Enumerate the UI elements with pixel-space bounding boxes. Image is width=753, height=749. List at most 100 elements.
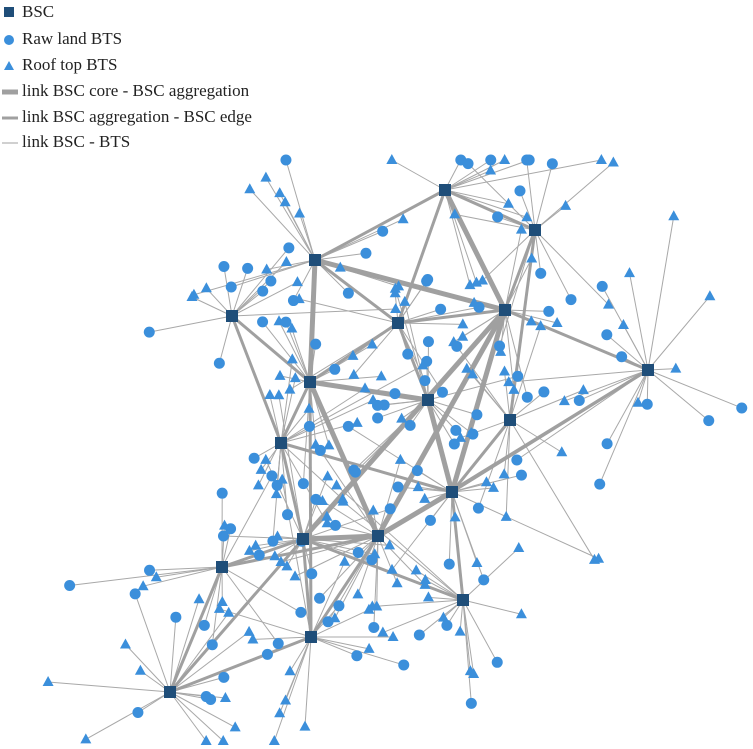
bts-link — [85, 691, 171, 740]
bts-link — [223, 535, 304, 540]
raw-land-bts — [494, 340, 506, 352]
bts-link — [377, 399, 429, 419]
raw-land-bts — [402, 348, 414, 360]
roof-top-bts — [410, 564, 422, 575]
bsc — [504, 414, 516, 426]
roof-top-bts — [515, 223, 527, 234]
bts-link — [281, 479, 312, 638]
bts-link — [462, 599, 522, 615]
roof-top-bts — [42, 675, 54, 686]
raw-land-bts — [451, 340, 463, 352]
raw-land-bts — [521, 154, 533, 166]
raw-land-bts — [573, 394, 585, 406]
roof-top-bts — [535, 320, 547, 331]
bts-link — [606, 369, 649, 445]
bts-link — [149, 566, 223, 571]
core-link — [307, 259, 318, 383]
bts-link — [504, 309, 528, 398]
bts-link — [397, 322, 463, 325]
roof-top-bts — [487, 481, 499, 492]
raw-land-bts — [492, 211, 504, 223]
roof-top-bts — [602, 298, 614, 309]
bts-link — [278, 320, 311, 383]
raw-land-bts — [450, 424, 462, 436]
bts-link — [293, 259, 316, 301]
bts-link — [444, 189, 471, 286]
roof-top-bts — [526, 252, 538, 263]
roof-top-bts — [485, 164, 497, 175]
raw-land-bts — [436, 386, 448, 398]
bts-link — [451, 487, 494, 493]
roof-top-bts — [593, 552, 605, 563]
legend-label: link BSC core - BSC aggregation — [22, 81, 250, 100]
raw-land-bts — [342, 287, 354, 299]
roof-top-bts — [449, 511, 461, 522]
aggregation-link — [309, 535, 380, 638]
raw-land-bts — [314, 444, 326, 456]
roof-top-bts — [508, 383, 520, 394]
roof-top-bts — [243, 625, 255, 636]
roof-top-bts — [271, 530, 283, 541]
raw-land-bts — [441, 619, 453, 631]
roof-top-bts — [359, 382, 371, 393]
bsc — [275, 437, 287, 449]
raw-land-bts — [217, 530, 229, 542]
raw-land-bts — [64, 579, 76, 591]
core-link — [425, 399, 455, 493]
raw-land-bts — [218, 260, 230, 272]
raw-land-bts — [333, 600, 345, 612]
raw-land-bts — [491, 656, 503, 668]
roof-top-bts — [347, 349, 359, 360]
roof-top-bts — [396, 412, 408, 423]
raw-land-bts — [546, 158, 558, 170]
roof-top-bts — [387, 631, 399, 642]
raw-land-bts — [736, 402, 748, 414]
bts-link — [377, 535, 398, 584]
raw-land-bts — [372, 412, 384, 424]
raw-land-bts — [411, 465, 423, 477]
roof-top-bts — [268, 735, 280, 745]
bts-link — [169, 631, 250, 693]
roof-top-bts — [193, 593, 205, 604]
legend-roof-top-symbol — [4, 61, 14, 70]
bts-link — [302, 476, 329, 540]
raw-land-bts — [129, 588, 141, 600]
bts-link — [149, 315, 233, 333]
roof-top-bts — [558, 395, 570, 406]
aggregation-link — [397, 308, 506, 325]
roof-top-bts — [422, 591, 434, 602]
roof-top-bts — [391, 577, 403, 588]
bsc — [529, 224, 541, 236]
bts-link — [444, 159, 530, 191]
bts-link — [444, 159, 602, 191]
bts-link — [69, 566, 223, 586]
bts-link — [509, 326, 542, 421]
aggregation-link — [221, 534, 379, 569]
bts-link — [310, 636, 370, 650]
raw-land-bts — [478, 574, 490, 586]
roof-top-bts — [303, 402, 315, 413]
roof-top-bts — [468, 296, 480, 307]
raw-land-bts — [272, 638, 284, 650]
aggregation-link — [279, 381, 312, 444]
raw-land-bts — [170, 611, 182, 623]
raw-land-bts — [512, 370, 524, 382]
raw-land-bts — [485, 154, 497, 166]
bts-link — [503, 419, 511, 475]
bts-link — [415, 569, 464, 601]
roof-top-bts — [200, 282, 212, 293]
raw-land-bts — [261, 648, 273, 660]
bts-link — [519, 190, 536, 231]
aggregation-link — [231, 314, 311, 384]
raw-land-bts — [535, 267, 547, 279]
raw-land-bts — [404, 419, 416, 431]
raw-land-bts — [216, 487, 228, 499]
bts-link — [353, 322, 399, 376]
roof-top-bts — [261, 263, 273, 274]
roof-top-bts — [457, 330, 469, 341]
roof-top-bts — [390, 302, 402, 313]
bts-link — [48, 681, 171, 693]
roof-top-bts — [521, 211, 533, 222]
roof-top-bts — [243, 544, 255, 555]
